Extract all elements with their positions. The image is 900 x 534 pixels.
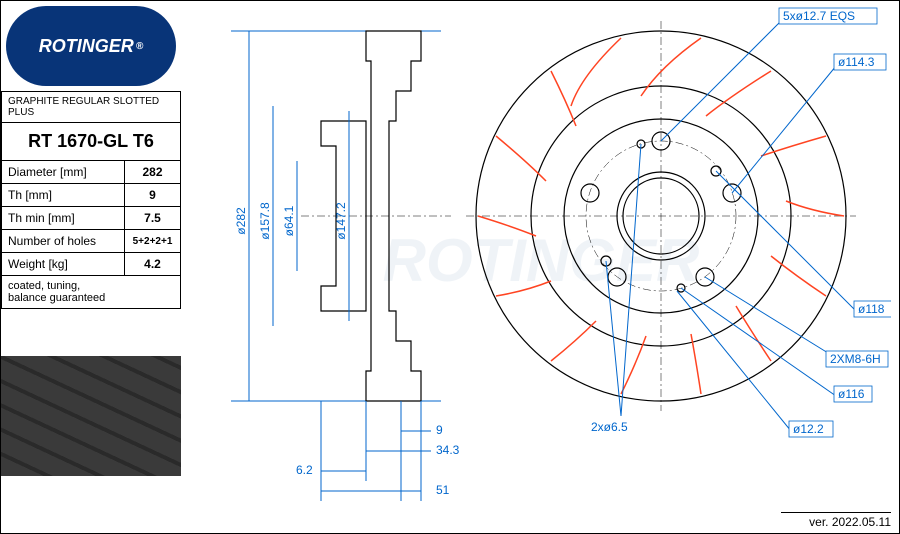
product-line: GRAPHITE REGULAR SLOTTED PLUS: [2, 92, 181, 123]
callout-pinhole: ø12.2: [793, 422, 824, 436]
spec-value: 5+2+2+1: [125, 230, 181, 253]
material-swatch: [1, 356, 181, 476]
callout-pinod: ø116: [838, 387, 865, 401]
spec-label: Th min [mm]: [2, 207, 125, 230]
spec-value: 7.5: [125, 207, 181, 230]
callout-small: 2xø6.5: [591, 420, 628, 434]
spec-table: GRAPHITE REGULAR SLOTTED PLUS RT 1670-GL…: [1, 91, 181, 309]
technical-drawing: ROTINGER ø282 ø157.8 ø64.1 ø147.2 9 34.3…: [191, 1, 891, 531]
part-number: RT 1670-GL T6: [2, 123, 181, 161]
spec-value: 9: [125, 184, 181, 207]
callout-pilot: ø118: [858, 302, 885, 316]
version-label: ver. 2022.05.11: [781, 512, 891, 529]
dim-d64: ø64.1: [282, 205, 296, 236]
callout-pcd: ø114.3: [838, 55, 875, 69]
spec-label: Th [mm]: [2, 184, 125, 207]
spec-label: Number of holes: [2, 230, 125, 253]
dim-d282: ø282: [234, 207, 248, 235]
dim-d157: ø157.8: [258, 202, 272, 240]
callout-bolt: 5xø12.7 EQS: [783, 9, 855, 23]
callout-thread: 2XM8-6H: [830, 352, 881, 366]
spec-label: Weight [kg]: [2, 253, 125, 276]
spec-value: 282: [125, 161, 181, 184]
spec-label: Diameter [mm]: [2, 161, 125, 184]
brand-logo: ROTINGER: [6, 6, 176, 86]
spec-value: 4.2: [125, 253, 181, 276]
dim-d147: ø147.2: [334, 202, 348, 240]
dim-depth: 51: [436, 483, 450, 497]
dim-offset: 34.3: [436, 443, 460, 457]
spec-note: coated, tuning, balance guaranteed: [2, 276, 181, 309]
dim-th: 9: [436, 423, 443, 437]
dim-flange: 6.2: [296, 463, 313, 477]
